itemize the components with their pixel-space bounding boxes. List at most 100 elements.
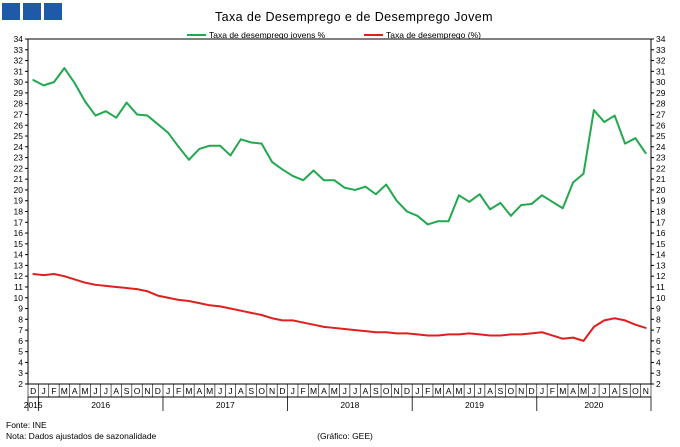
- data-point: [125, 101, 128, 104]
- y-tick-label-left: 3: [18, 368, 23, 378]
- year-label: 2018: [340, 400, 359, 410]
- month-label: F: [51, 386, 56, 396]
- data-point: [416, 214, 419, 217]
- y-tick-label-left: 27: [14, 109, 24, 119]
- y-tick-label-left: 31: [14, 66, 24, 76]
- data-point: [281, 168, 284, 171]
- month-label: M: [331, 386, 338, 396]
- data-point: [115, 116, 118, 119]
- data-point: [426, 223, 429, 226]
- data-point: [437, 220, 440, 223]
- y-tick-label-right: 16: [656, 228, 666, 238]
- data-point: [343, 328, 346, 330]
- data-point: [489, 208, 491, 211]
- data-point: [104, 284, 107, 287]
- data-point: [478, 333, 481, 336]
- y-tick-label-right: 20: [656, 185, 666, 195]
- data-point: [489, 334, 491, 337]
- data-point: [520, 204, 523, 206]
- month-label: O: [258, 386, 265, 396]
- year-label: 2019: [465, 400, 484, 410]
- data-point: [458, 194, 460, 197]
- data-point: [644, 152, 647, 155]
- y-tick-label-left: 7: [18, 325, 23, 335]
- y-tick-label-left: 10: [14, 293, 24, 303]
- month-label: J: [228, 386, 232, 396]
- data-point: [603, 121, 606, 123]
- data-point: [281, 319, 284, 322]
- y-tick-label-left: 5: [18, 347, 23, 357]
- data-point: [458, 333, 460, 336]
- y-tick-label-left: 13: [14, 260, 24, 270]
- year-label: 2017: [216, 400, 235, 410]
- y-tick-label-left: 2: [18, 379, 23, 389]
- data-point: [312, 323, 315, 326]
- data-point: [592, 109, 595, 112]
- month-label: N: [518, 386, 524, 396]
- month-label: S: [498, 386, 504, 396]
- data-point: [229, 154, 232, 157]
- adjustment-note: Nota: Dados ajustados de sazonalidade: [6, 431, 157, 441]
- month-label: N: [643, 386, 649, 396]
- data-point: [333, 327, 336, 329]
- month-label: N: [269, 386, 275, 396]
- month-label: J: [478, 386, 482, 396]
- year-label: 2015: [24, 400, 43, 410]
- y-tick-label-right: 5: [656, 347, 661, 357]
- month-label: J: [104, 386, 108, 396]
- data-point: [395, 199, 398, 202]
- data-point: [260, 142, 263, 145]
- data-point: [509, 214, 512, 217]
- data-point: [406, 332, 408, 335]
- month-label: D: [155, 386, 161, 396]
- data-point: [447, 220, 450, 223]
- data-point: [84, 281, 87, 284]
- y-tick-label-left: 25: [14, 131, 24, 141]
- y-tick-label-left: 15: [14, 239, 24, 249]
- data-point: [208, 304, 211, 307]
- plot-area: [27, 38, 652, 385]
- month-label: F: [176, 386, 181, 396]
- y-tick-label-right: 2: [656, 379, 661, 389]
- month-label: F: [550, 386, 555, 396]
- y-tick-label-left: 11: [14, 282, 23, 292]
- y-tick-label-right: 24: [656, 142, 666, 152]
- data-point: [437, 334, 440, 337]
- month-label: A: [363, 386, 369, 396]
- month-label: J: [291, 386, 295, 396]
- data-point: [104, 110, 107, 113]
- data-point: [624, 319, 626, 322]
- y-tick-label-right: 3: [656, 368, 661, 378]
- month-label: M: [61, 386, 68, 396]
- y-axis-right: 2345678910111213141516171819202122232425…: [651, 34, 666, 389]
- data-point: [592, 325, 595, 328]
- month-label: S: [248, 386, 254, 396]
- month-label: M: [206, 386, 213, 396]
- y-tick-label-right: 15: [656, 239, 666, 249]
- data-point: [177, 145, 180, 148]
- y-tick-label-left: 22: [14, 163, 24, 173]
- y-tick-label-left: 29: [14, 88, 24, 98]
- data-point: [156, 123, 159, 126]
- y-tick-label-left: 19: [14, 196, 24, 206]
- y-tick-label-right: 34: [656, 34, 666, 44]
- data-point: [354, 329, 356, 331]
- data-point: [42, 84, 45, 87]
- data-point: [146, 114, 149, 117]
- y-tick-label-left: 28: [14, 99, 24, 109]
- y-tick-label-right: 23: [656, 153, 666, 163]
- data-point: [343, 186, 346, 189]
- data-point: [271, 317, 273, 320]
- data-point: [385, 331, 388, 334]
- y-tick-label-right: 6: [656, 336, 661, 346]
- logo-square-3: [44, 3, 62, 20]
- month-label: J: [166, 386, 170, 396]
- data-point: [541, 194, 543, 197]
- month-label: N: [144, 386, 150, 396]
- data-point: [333, 179, 336, 182]
- data-point: [53, 273, 55, 275]
- data-point: [624, 142, 626, 145]
- month-label: A: [238, 386, 244, 396]
